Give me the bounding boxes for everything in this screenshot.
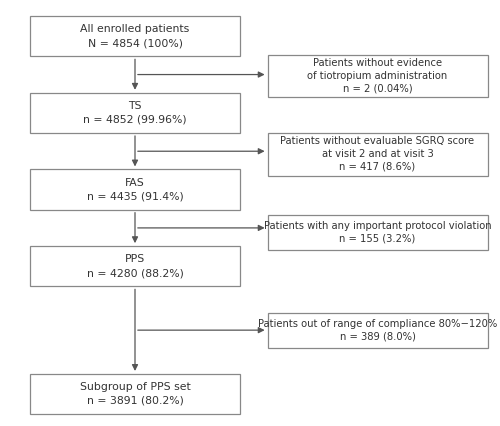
Text: n = 4435 (91.4%): n = 4435 (91.4%) <box>86 191 184 201</box>
FancyBboxPatch shape <box>268 55 488 97</box>
FancyBboxPatch shape <box>268 133 488 176</box>
Text: Patients without evaluable SGRQ score: Patients without evaluable SGRQ score <box>280 136 474 147</box>
Text: All enrolled patients: All enrolled patients <box>80 24 190 35</box>
Text: n = 3891 (80.2%): n = 3891 (80.2%) <box>86 396 184 406</box>
Text: Patients with any important protocol violation: Patients with any important protocol vio… <box>264 221 492 231</box>
Text: n = 4852 (99.96%): n = 4852 (99.96%) <box>83 115 187 125</box>
Text: FAS: FAS <box>125 178 145 188</box>
Text: Subgroup of PPS set: Subgroup of PPS set <box>80 382 190 392</box>
Text: TS: TS <box>128 101 142 111</box>
Text: n = 2 (0.04%): n = 2 (0.04%) <box>342 83 412 94</box>
FancyBboxPatch shape <box>268 313 488 348</box>
Text: N = 4854 (100%): N = 4854 (100%) <box>88 38 182 48</box>
Text: at visit 2 and at visit 3: at visit 2 and at visit 3 <box>322 149 434 159</box>
Text: n = 155 (3.2%): n = 155 (3.2%) <box>340 233 415 244</box>
Text: Patients out of range of compliance 80%−120%: Patients out of range of compliance 80%−… <box>258 319 497 329</box>
FancyBboxPatch shape <box>30 93 240 133</box>
FancyBboxPatch shape <box>30 374 240 414</box>
Text: Patients without evidence: Patients without evidence <box>313 58 442 68</box>
FancyBboxPatch shape <box>30 169 240 210</box>
FancyBboxPatch shape <box>268 215 488 250</box>
Text: n = 417 (8.6%): n = 417 (8.6%) <box>340 162 415 172</box>
FancyBboxPatch shape <box>30 16 240 56</box>
Text: of tiotropium administration: of tiotropium administration <box>308 71 448 81</box>
Text: n = 4280 (88.2%): n = 4280 (88.2%) <box>86 268 184 278</box>
Text: n = 389 (8.0%): n = 389 (8.0%) <box>340 331 415 342</box>
Text: PPS: PPS <box>125 254 145 265</box>
FancyBboxPatch shape <box>30 246 240 286</box>
